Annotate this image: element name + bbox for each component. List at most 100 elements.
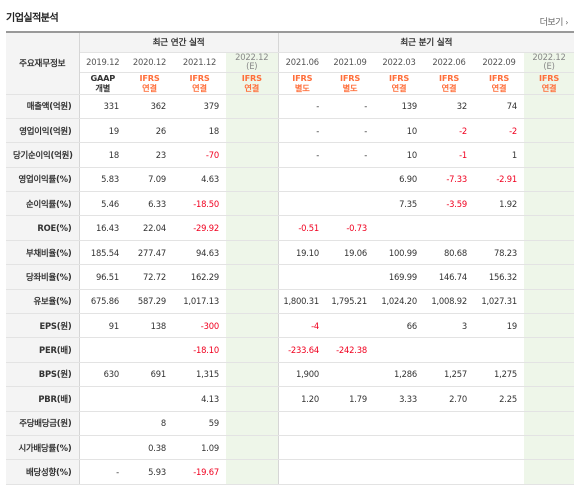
table-cell: 19.10 (277, 240, 327, 266)
table-cell (126, 386, 173, 412)
standard-name: IFRS (488, 73, 510, 83)
period-label: 2021.06 (285, 57, 319, 67)
period-label: 2022.12 (235, 52, 269, 62)
more-link-label: 더보기 (539, 18, 564, 28)
row-label: 주당배당금(원) (6, 411, 80, 436)
row-label: ROE(%) (6, 215, 80, 241)
period-label: 2022.03 (382, 57, 416, 67)
accounting-standard-header: IFRS 연결 (173, 72, 226, 95)
period-header: 2021.06 (277, 52, 327, 73)
table-cell: -3.59 (424, 191, 475, 217)
consolidation-type: 별도 (294, 83, 310, 93)
table-cell (277, 191, 327, 217)
table-cell: -2 (474, 118, 525, 144)
standard-name: IFRS (189, 73, 210, 83)
period-label: 2021.09 (333, 57, 367, 67)
standard-name: IFRS (388, 73, 410, 83)
table-row: 부채비율(%) 185.54 277.47 94.63 19.10 19.06 100.99… (6, 240, 575, 266)
table-cell: -29.92 (173, 215, 226, 241)
period-header: 2021.09 (326, 52, 375, 73)
table-cell: 138 (126, 313, 173, 339)
table-cell (326, 313, 375, 339)
more-link[interactable]: 더보기 › (539, 15, 569, 28)
table-cell (374, 215, 425, 241)
accounting-standard-header: IFRS 연결 (226, 72, 279, 95)
table-cell (374, 435, 425, 461)
table-cell (226, 289, 279, 315)
standard-name: IFRS (241, 73, 262, 83)
table-cell: 6.90 (374, 167, 425, 193)
row-label: 배당성향(%) (6, 459, 80, 485)
table-cell (524, 337, 575, 363)
table-row: 영업이익(억원) 19 26 18- -10 -2 -2 (6, 118, 575, 144)
section-header: 기업실적분석 더보기 › (0, 0, 580, 34)
table-cell: 2.70 (424, 386, 475, 412)
table-cell: 1,800.31 (277, 289, 327, 315)
table-cell: 78.23 (474, 240, 525, 266)
period-label: 2022.12 (532, 52, 566, 62)
period-header: 2022.12 (E) (524, 52, 575, 73)
table-cell: -2.91 (474, 167, 525, 193)
table-cell: -18.50 (173, 191, 226, 217)
table-cell (424, 337, 475, 363)
table-cell (326, 191, 375, 217)
table-cell (79, 337, 126, 363)
table-cell: -2 (424, 118, 475, 144)
row-label: 당좌비율(%) (6, 264, 80, 290)
period-label: 2022.06 (432, 57, 466, 67)
table-cell: - (277, 142, 327, 168)
table-cell: -233.64 (277, 337, 327, 363)
table-cell: 22.04 (126, 215, 173, 241)
period-header: 2022.12 (E) (226, 52, 279, 73)
table-cell (226, 167, 279, 193)
table-row: 유보율(%) 675.86 587.29 1,017.13 1,800.31 1,795.… (6, 289, 575, 315)
group-quarterly-label: 최근 분기 실적 (277, 31, 575, 53)
table-cell: 0.38 (126, 435, 173, 461)
accounting-standard-header: IFRS 연결 (374, 72, 425, 95)
table-cell (277, 167, 327, 193)
table-row: 순이익률(%) 5.46 6.33 -18.50 7.35 -3.59 1.92 (6, 191, 575, 217)
standard-name: IFRS (339, 73, 361, 83)
table-cell: 169.99 (374, 264, 425, 290)
table-row: 시가배당률(%) 0.38 1.09 (6, 435, 575, 461)
table-body: 매출액(억원) 331 362 379- -139 32 74 영업이익(억원) 19 26 18-… (6, 94, 575, 485)
table-cell (226, 191, 279, 217)
table-cell (374, 411, 425, 436)
table-cell: 32 (424, 94, 475, 119)
table-cell: 362 (126, 94, 173, 119)
table-cell (226, 313, 279, 339)
row-label: 시가배당률(%) (6, 435, 80, 461)
table-cell: 1,900 (277, 362, 327, 388)
table-cell (524, 435, 575, 461)
consolidation-type: 연결 (142, 83, 157, 93)
table-cell (226, 118, 279, 144)
table-cell: 1,795.21 (326, 289, 375, 315)
table-cell (374, 459, 425, 485)
table-cell: 23 (126, 142, 173, 168)
row-label: 매출액(억원) (6, 94, 80, 119)
table-cell (277, 435, 327, 461)
table-cell: 19.06 (326, 240, 375, 266)
table-cell: 630 (79, 362, 126, 388)
table-cell: 91 (79, 313, 126, 339)
row-label: 부채비율(%) (6, 240, 80, 266)
table-cell: 1,027.31 (474, 289, 525, 315)
accounting-standard-row: GAAP 개별 IFRS 연결 IFRS 연결 IFRS 연결 IFRS 별도 IFRS 별도 IFRS… (6, 72, 575, 95)
chevron-right-icon: › (565, 18, 568, 27)
group-annual-label: 최근 연간 실적 (79, 31, 279, 53)
table-cell: -18.10 (173, 337, 226, 363)
table-cell: 7.35 (374, 191, 425, 217)
period-label: 2022.09 (482, 57, 516, 67)
header-group-row: 주요재무정보 최근 연간 실적 최근 분기 실적 (6, 31, 575, 95)
table-cell: 156.32 (474, 264, 525, 290)
table-cell: 277.47 (126, 240, 173, 266)
table-cell: 675.86 (79, 289, 126, 315)
period-header: 2020.12 (126, 52, 173, 73)
table-row: PER(배) -18.10 -233.64 -242.38 (6, 337, 575, 363)
estimate-marker: (E) (543, 61, 555, 71)
financial-summary-table: 주요재무정보 최근 연간 실적 최근 분기 실적 2019.12 2020.12 2… (6, 31, 575, 485)
row-label: PER(배) (6, 337, 80, 363)
table-cell: 74 (474, 94, 525, 119)
table-cell: - (277, 118, 327, 144)
table-cell (226, 411, 279, 436)
